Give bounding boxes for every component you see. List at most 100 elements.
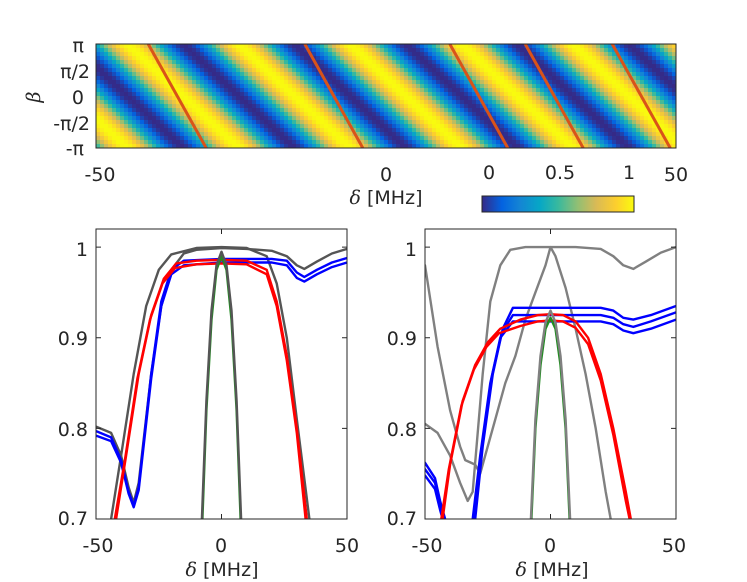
heatmap-cell	[288, 104, 293, 109]
heatmap-cell	[464, 136, 469, 141]
heatmap-cell	[184, 116, 189, 121]
heatmap-cell	[480, 120, 485, 125]
heatmap-cell	[244, 108, 249, 113]
heatmap-cell	[376, 112, 381, 117]
heatmap-cell	[260, 60, 265, 65]
heatmap-cell	[448, 92, 453, 97]
heatmap-x-symbol: δ	[350, 187, 361, 209]
heatmap-cell	[208, 44, 213, 49]
heatmap-cell	[492, 80, 497, 85]
heatmap-cell	[176, 120, 181, 125]
heatmap-cell	[440, 76, 445, 81]
heatmap-cell	[144, 120, 149, 125]
heatmap-cell	[408, 96, 413, 101]
heatmap-cell	[508, 80, 513, 85]
heatmap-cell	[208, 112, 213, 117]
heatmap-cell	[500, 72, 505, 77]
heatmap-cell	[116, 104, 121, 109]
heatmap-cell	[144, 76, 149, 81]
heatmap-cell	[464, 76, 469, 81]
heatmap-cell	[624, 88, 629, 93]
heatmap-cell	[344, 96, 349, 101]
heatmap-cell	[124, 72, 129, 77]
heatmap-cell	[520, 136, 525, 141]
heatmap-cell	[456, 80, 461, 85]
heatmap-cell	[472, 96, 477, 101]
heatmap-cell	[236, 72, 241, 77]
heatmap-cell	[660, 80, 665, 85]
heatmap-cell	[532, 68, 537, 73]
heatmap-cell	[576, 96, 581, 101]
heatmap-cell	[196, 124, 201, 129]
heatmap-cell	[96, 112, 101, 117]
heatmap-cell	[220, 64, 225, 69]
heatmap-cell	[608, 88, 613, 93]
heatmap-cell	[560, 60, 565, 65]
heatmap-cell	[328, 136, 333, 141]
heatmap-cell	[136, 48, 141, 53]
heatmap-cell	[452, 96, 457, 101]
heatmap-cell	[580, 88, 585, 93]
heatmap-cell	[124, 132, 129, 137]
heatmap-cell	[136, 136, 141, 141]
heatmap-cell	[476, 96, 481, 101]
heatmap-cell	[568, 64, 573, 69]
heatmap-cell	[440, 108, 445, 113]
heatmap-cell	[524, 56, 529, 61]
heatmap-cell	[504, 96, 509, 101]
heatmap-cell	[572, 48, 577, 53]
heatmap-cell	[664, 104, 669, 109]
heatmap-cell	[580, 132, 585, 137]
heatmap-cell	[312, 132, 317, 137]
heatmap-cell	[364, 60, 369, 65]
heatmap-cell	[552, 60, 557, 65]
heatmap-cell	[508, 120, 513, 125]
heatmap-cell	[404, 104, 409, 109]
heatmap-cell	[276, 128, 281, 133]
heatmap-cell	[220, 60, 225, 65]
heatmap-cell	[392, 136, 397, 141]
heatmap-cell	[156, 104, 161, 109]
heatmap-cell	[196, 136, 201, 141]
heatmap-cell	[548, 56, 553, 61]
heatmap-cell	[340, 100, 345, 105]
heatmap-cell	[424, 48, 429, 53]
heatmap-cell	[548, 120, 553, 125]
heatmap-cell	[192, 104, 197, 109]
heatmap-cell	[648, 44, 653, 49]
heatmap-cell	[108, 108, 113, 113]
heatmap-cell	[152, 92, 157, 97]
heatmap-cell	[384, 52, 389, 57]
heatmap-cell	[132, 140, 137, 145]
heatmap-cell	[228, 68, 233, 73]
heatmap-cell	[572, 80, 577, 85]
heatmap-cell	[360, 56, 365, 61]
heatmap-cell	[592, 52, 597, 57]
heatmap-cell	[432, 132, 437, 137]
heatmap-cell	[548, 96, 553, 101]
heatmap-cell	[360, 124, 365, 129]
heatmap-cell	[556, 80, 561, 85]
heatmap-cell	[592, 84, 597, 89]
heatmap-cell	[576, 120, 581, 125]
heatmap-cell	[264, 72, 269, 77]
heatmap-cell	[456, 112, 461, 117]
heatmap-cell	[468, 52, 473, 57]
heatmap-cell	[416, 48, 421, 53]
heatmap-cell	[612, 104, 617, 109]
heatmap-cell	[172, 120, 177, 125]
heatmap-cell	[96, 140, 101, 145]
heatmap-cell	[656, 60, 661, 65]
heatmap-cell	[416, 136, 421, 141]
heatmap-cell	[596, 144, 601, 148]
heatmap-cell	[364, 92, 369, 97]
heatmap-cell	[440, 112, 445, 117]
heatmap-cell	[444, 64, 449, 69]
heatmap-cell	[652, 128, 657, 133]
heatmap-cell	[456, 64, 461, 69]
heatmap-cell	[144, 136, 149, 141]
heatmap-cell	[420, 92, 425, 97]
heatmap-cell	[152, 44, 157, 49]
heatmap-cell	[244, 144, 249, 148]
heatmap-cell	[112, 76, 117, 81]
